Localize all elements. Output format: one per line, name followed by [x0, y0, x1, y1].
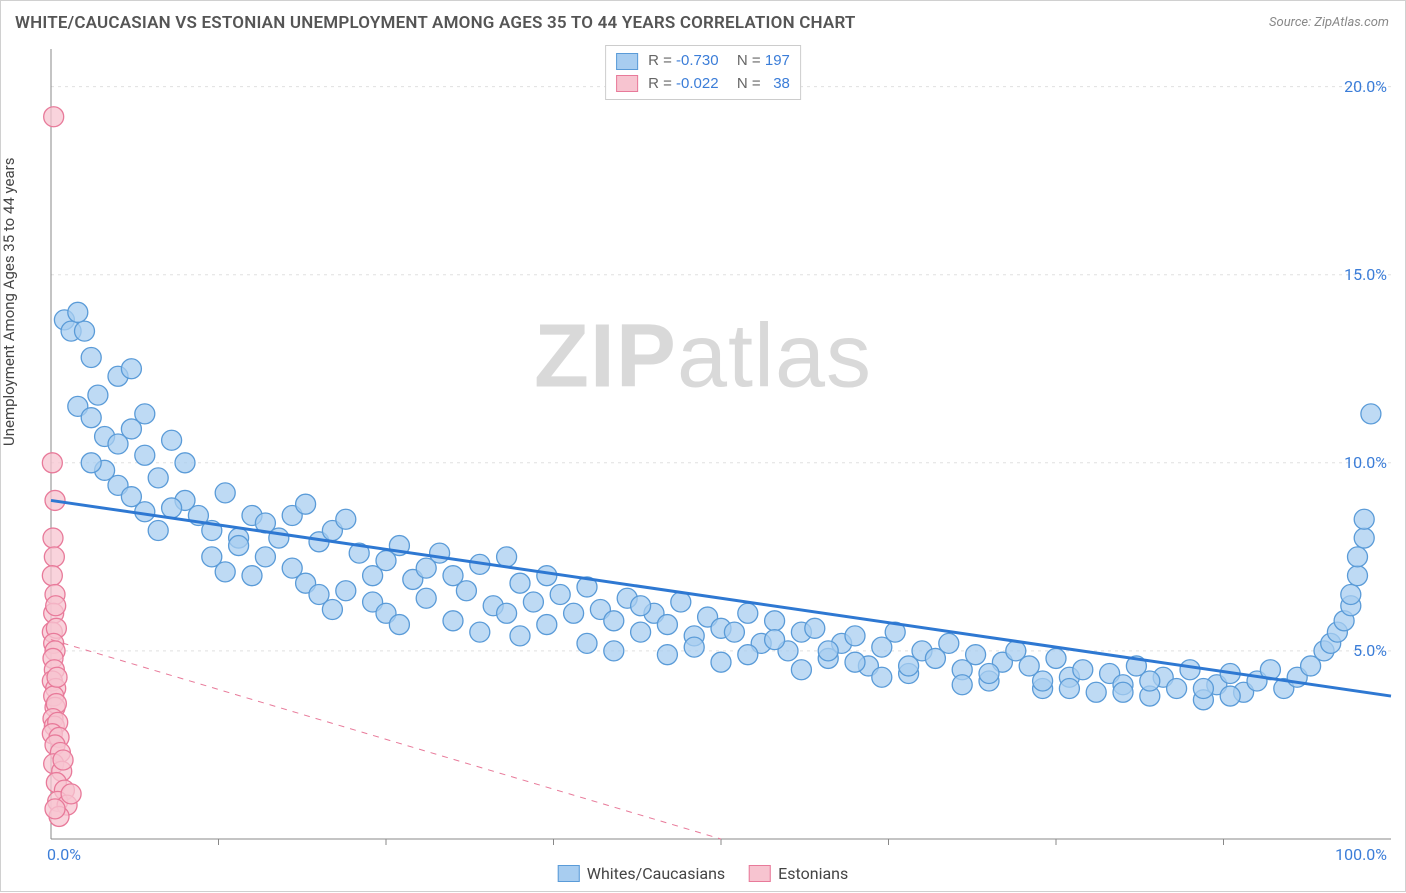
- x-tick-label: 100.0%: [1335, 845, 1387, 864]
- x-tick-label: 0.0%: [47, 845, 81, 864]
- series-legend-item: Estonians: [749, 864, 848, 883]
- y-tick-label: 20.0%: [1344, 77, 1387, 96]
- series-legend-label: Estonians: [778, 864, 848, 883]
- y-tick-label: 15.0%: [1344, 265, 1387, 284]
- legend-swatch: [616, 75, 638, 92]
- correlation-legend-row: R = -0.022 N = 38: [616, 73, 790, 96]
- chart-container: WHITE/CAUCASIAN VS ESTONIAN UNEMPLOYMENT…: [0, 0, 1406, 892]
- n-value: N = 197: [729, 50, 790, 73]
- r-value: R = -0.022: [648, 73, 718, 96]
- legend-swatch: [558, 865, 580, 882]
- y-tick-label: 5.0%: [1353, 641, 1387, 660]
- series-legend-label: Whites/Caucasians: [587, 864, 725, 883]
- legend-swatch: [616, 53, 638, 70]
- scatter-plot: [1, 1, 1406, 893]
- series-legend-item: Whites/Caucasians: [558, 864, 725, 883]
- n-value: N = 38: [729, 73, 790, 96]
- correlation-legend: R = -0.730 N = 197 R = -0.022 N = 38: [605, 45, 801, 100]
- legend-swatch: [749, 865, 771, 882]
- series-legend: Whites/Caucasians Estonians: [558, 864, 849, 883]
- y-tick-label: 10.0%: [1344, 453, 1387, 472]
- r-value: R = -0.730: [648, 50, 718, 73]
- correlation-legend-row: R = -0.730 N = 197: [616, 50, 790, 73]
